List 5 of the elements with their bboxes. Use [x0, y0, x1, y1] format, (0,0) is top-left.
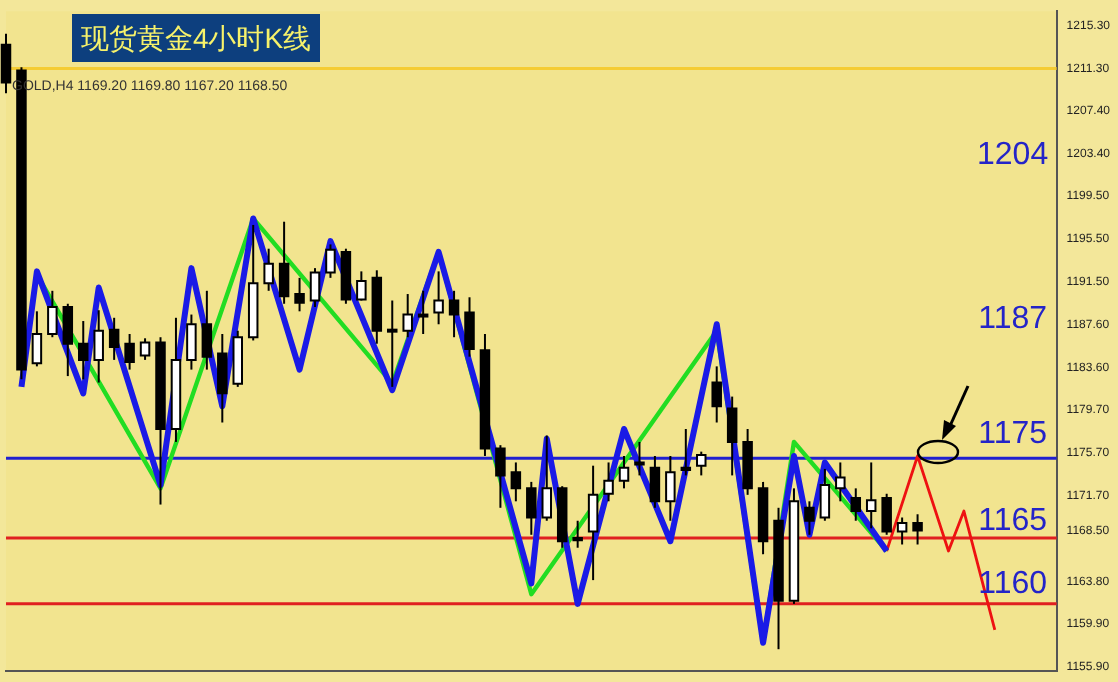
annotation: 1204 — [977, 138, 1049, 173]
chart-title: 现货黄金4小时K线 — [72, 14, 320, 62]
annotation: 1165 — [978, 504, 1048, 539]
annotation: 1187 — [978, 302, 1048, 337]
annotation: 1175 — [978, 416, 1048, 451]
